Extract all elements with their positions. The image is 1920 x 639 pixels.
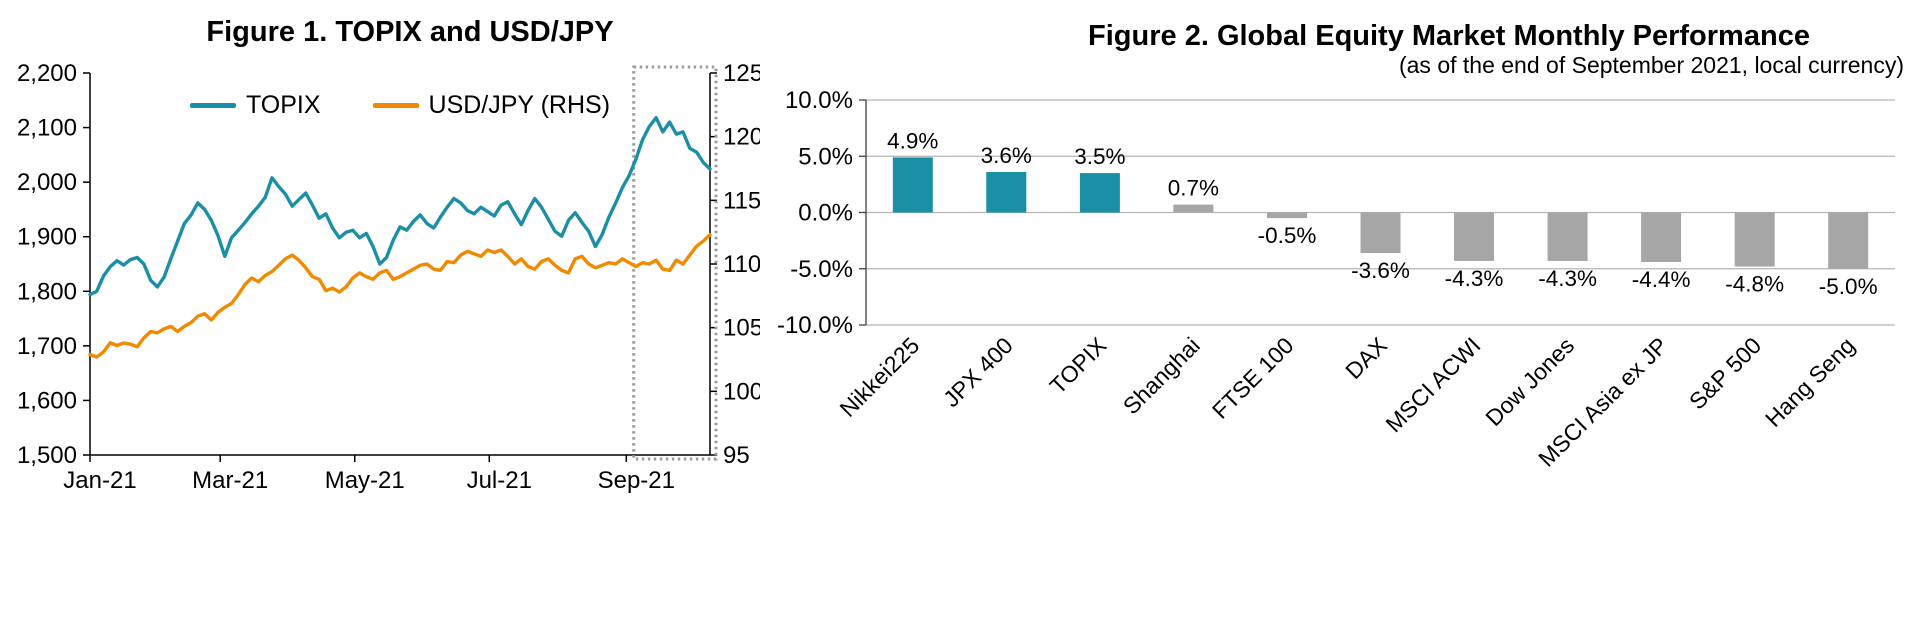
fig2-bars <box>892 157 1869 269</box>
series-line-topix <box>88 115 712 297</box>
value-label-nikkei225: 4.9% <box>887 128 938 153</box>
fig1-right-tick-label: 120 <box>723 124 760 151</box>
category-label-msci-acwi: MSCI ACWI <box>1380 332 1485 437</box>
fig1-x-tick-label: May-21 <box>325 467 405 494</box>
bar-shanghai <box>1173 204 1214 213</box>
topix-line-swatch <box>189 102 236 108</box>
fig1-left-tick-label: 1,700 <box>17 333 77 360</box>
figure1-title: Figure 1. TOPIX and USD/JPY <box>206 16 614 48</box>
fig1-right-tick-label: 125 <box>723 60 760 87</box>
bar-dow-jones <box>1547 212 1588 261</box>
bar-nikkei225 <box>892 157 933 213</box>
topix-usdjpy-line-chart: 2,200 2,100 2,000 1,900 1,800 1,700 1,600 1,500… <box>17 60 760 494</box>
value-label-shanghai: 0.7% <box>1168 176 1219 201</box>
value-label-msci-asia-ex-jp: -4.4% <box>1632 267 1691 292</box>
value-label-msci-acwi: -4.3% <box>1445 266 1504 291</box>
fig1-right-tick-label: 95 <box>723 442 750 469</box>
bar-ftse-100 <box>1267 212 1307 219</box>
fig1-left-tick-label: 1,500 <box>17 442 77 469</box>
fig2-y-tick-label: 0.0% <box>798 200 853 227</box>
fig1-left-tick-label: 1,600 <box>17 387 77 414</box>
figure2-subtitle: (as of the end of September 2021, local … <box>1398 52 1904 78</box>
legend-item-usdjpy: USD/JPY (RHS) <box>372 90 611 120</box>
fig1-x-tick-label: Sep-21 <box>598 467 675 494</box>
fig2-y-tick-label: -10.0% <box>777 312 853 339</box>
category-label-s-p-500: S&P 500 <box>1684 332 1766 414</box>
category-label-topix: TOPIX <box>1045 332 1112 399</box>
fig2-axes: 10.0% 5.0% 0.0% -5.0% -10.0% <box>777 87 867 339</box>
figure1-panel: Figure 1. TOPIX and USD/JPY 2,200 2,100 2,… <box>0 0 768 639</box>
usdjpy-line-swatch <box>372 102 419 108</box>
category-label-jpx-400: JPX 400 <box>938 332 1018 412</box>
category-label-dow-jones: Dow Jones <box>1480 332 1579 431</box>
value-label-dax: -3.6% <box>1351 258 1410 283</box>
bar-msci-acwi <box>1454 212 1494 261</box>
bar-msci-asia-ex-jp <box>1641 212 1682 262</box>
bar-s-p-500 <box>1734 212 1775 267</box>
series-line-usd-jpy-rhs <box>88 232 712 359</box>
figure2-panel: Figure 2. Global Equity Market Monthly P… <box>768 0 1920 639</box>
figure2-title: Figure 2. Global Equity Market Monthly P… <box>1088 20 1810 52</box>
category-label-nikkei225: Nikkei225 <box>835 332 925 422</box>
bar-topix <box>1079 173 1120 213</box>
global-equity-bar-chart: 10.0% 5.0% 0.0% -5.0% -10.0% 4.9% Nikkei225 3.6… <box>777 87 1895 472</box>
category-label-dax: DAX <box>1340 332 1392 384</box>
category-label-shanghai: Shanghai <box>1118 332 1205 419</box>
category-label-ftse-100: FTSE 100 <box>1207 332 1299 424</box>
legend-label-usdjpy: USD/JPY (RHS) <box>428 90 611 119</box>
fig1-axes: 2,200 2,100 2,000 1,900 1,800 1,700 1,600 1,500… <box>17 60 760 494</box>
fig1-right-tick-label: 110 <box>723 251 760 278</box>
value-label-jpx-400: 3.6% <box>981 143 1032 168</box>
recent-period-highlight-box <box>632 65 718 461</box>
fig1-right-tick-label: 105 <box>723 315 760 342</box>
bar-hang-seng <box>1828 212 1869 269</box>
value-label-dow-jones: -4.3% <box>1538 266 1597 291</box>
figure1-legend: TOPIX USD/JPY (RHS) <box>90 90 710 120</box>
legend-label-topix: TOPIX <box>245 90 321 119</box>
fig1-left-tick-label: 2,100 <box>17 115 77 142</box>
fig1-left-tick-label: 1,800 <box>17 278 77 305</box>
fig1-left-tick-label: 1,900 <box>17 224 77 251</box>
fig1-x-tick-label: Jul-21 <box>467 467 532 494</box>
fig1-right-tick-label: 115 <box>723 187 760 214</box>
bar-jpx-400 <box>986 172 1027 213</box>
fig1-left-tick-label: 2,000 <box>17 169 77 196</box>
bar-dax <box>1360 212 1401 253</box>
fig1-x-tick-label: Mar-21 <box>192 467 268 494</box>
value-label-s-p-500: -4.8% <box>1725 272 1784 297</box>
fig1-right-tick-label: 100 <box>723 378 760 405</box>
value-label-topix: 3.5% <box>1074 144 1125 169</box>
value-label-hang-seng: -5.0% <box>1819 274 1878 299</box>
fig2-y-tick-label: 10.0% <box>785 87 853 114</box>
fig2-y-tick-label: -5.0% <box>790 256 853 283</box>
category-label-hang-seng: Hang Seng <box>1760 332 1860 432</box>
value-label-ftse-100: -0.5% <box>1258 223 1317 248</box>
fig1-left-tick-label: 2,200 <box>17 60 77 87</box>
fig2-y-tick-label: 5.0% <box>798 143 853 170</box>
legend-item-topix: TOPIX <box>189 90 321 120</box>
fig1-x-tick-label: Jan-21 <box>63 467 136 494</box>
